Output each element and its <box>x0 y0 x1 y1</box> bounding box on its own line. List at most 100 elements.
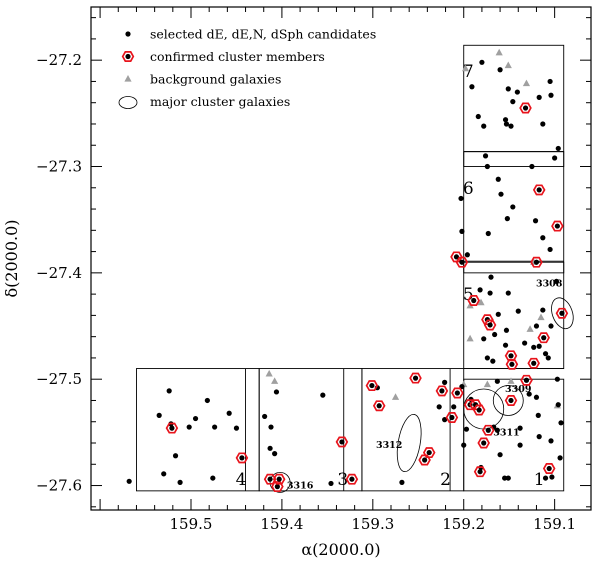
confirmed-member-point <box>477 469 483 475</box>
candidate-point <box>522 340 528 346</box>
background-galaxy-point <box>391 393 400 400</box>
field-box <box>463 44 565 167</box>
candidate-point <box>166 388 172 394</box>
confirmed-member-hexagon <box>473 466 487 478</box>
confirmed-member-point <box>239 455 245 461</box>
confirmed-member-point <box>459 259 465 265</box>
candidate-point <box>233 425 240 431</box>
candidate-point <box>542 475 549 481</box>
legend-entry-label: selected dE, dE,N, dSph candidates <box>150 27 376 42</box>
candidate-point <box>517 442 523 448</box>
confirmed-member-point <box>349 476 355 482</box>
confirmed-member-hexagon <box>551 220 564 232</box>
confirmed-member-hexagon <box>372 400 386 412</box>
x-axis-label: α(2000.0) <box>301 540 380 559</box>
confirmed-member-point <box>267 476 273 482</box>
candidate-point <box>547 246 553 253</box>
confirmed-member-hexagon <box>467 295 480 306</box>
candidate-point <box>484 163 490 170</box>
confirmed-member-hexagon <box>532 184 546 196</box>
confirmed-member-hexagon <box>409 372 422 384</box>
candidate-point <box>536 343 542 349</box>
candidate-point <box>497 67 503 73</box>
confirmed-member-hexagon <box>422 447 436 459</box>
candidate-point <box>461 442 467 448</box>
x-tick-label: 159.1 <box>533 515 576 533</box>
candidate-point <box>479 59 485 65</box>
candidate-point <box>161 471 167 477</box>
field-number-label: 3 <box>337 470 348 490</box>
confirmed-member-hexagon <box>472 404 486 416</box>
confirmed-member-point <box>376 403 382 409</box>
confirmed-member-hexagon <box>235 452 249 464</box>
candidate-point <box>553 278 560 284</box>
major-galaxy-label: 3309 <box>505 384 532 395</box>
candidate-point <box>502 475 508 481</box>
candidate-point <box>210 475 216 481</box>
legend-entry-label: major cluster galaxies <box>150 94 290 109</box>
confirmed-member-point <box>426 449 432 456</box>
background-galaxy-point <box>495 48 503 56</box>
candidate-point <box>262 413 268 420</box>
confirmed-member-hexagon <box>165 422 179 434</box>
candidate-point <box>469 84 475 90</box>
field-number-label: 2 <box>440 470 451 490</box>
candidate-point <box>481 336 487 342</box>
confirmed-member-point <box>339 439 345 445</box>
candidate-point <box>226 410 232 416</box>
y-axis-label: δ(2000.0) <box>2 219 21 297</box>
candidate-point <box>485 230 491 237</box>
confirmed-member-point <box>412 375 419 381</box>
candidate-point <box>503 327 510 333</box>
candidate-point <box>268 424 274 430</box>
legend-marker-hexagon <box>121 51 135 62</box>
confirmed-member-point <box>508 397 514 404</box>
field-number-label: 7 <box>463 62 474 82</box>
confirmed-member-hexagon <box>505 358 519 370</box>
confirmed-member-point <box>508 353 514 359</box>
confirmed-member-hexagon <box>365 380 379 392</box>
candidate-point <box>548 323 554 329</box>
major-galaxy-ellipse <box>396 413 422 473</box>
confirmed-member-hexagon <box>483 319 497 331</box>
background-galaxy-point <box>504 61 512 69</box>
candidate-point <box>558 420 564 426</box>
field-number-label: 6 <box>463 179 474 199</box>
candidate-point <box>549 474 555 480</box>
candidate-point <box>272 451 278 457</box>
legend-marker-ellipse <box>118 96 138 109</box>
candidate-point <box>498 191 504 197</box>
candidate-point <box>540 121 546 127</box>
candidate-point <box>494 427 500 433</box>
candidate-point <box>172 453 179 459</box>
candidate-point <box>487 290 493 296</box>
candidate-point <box>514 89 520 95</box>
legend-marker-dot <box>125 31 131 37</box>
candidate-point <box>482 153 489 159</box>
candidate-point <box>504 216 510 222</box>
major-galaxy-label: 3312 <box>376 440 402 451</box>
candidate-point <box>502 342 509 348</box>
major-galaxy-ellipse <box>269 471 291 493</box>
candidate-point <box>484 355 490 361</box>
field-number-label: 5 <box>463 285 474 305</box>
confirmed-member-point <box>509 361 515 367</box>
confirmed-member-hexagon <box>435 385 449 397</box>
x-tick-label: 159.5 <box>170 515 213 533</box>
confirmed-member-point <box>546 465 552 472</box>
candidate-point <box>547 78 553 85</box>
confirmed-member-point <box>449 414 455 421</box>
x-tick-label: 159.3 <box>351 515 394 533</box>
candidate-point <box>126 478 132 484</box>
confirmed-member-hexagon <box>477 437 490 449</box>
background-galaxy-point <box>477 298 485 306</box>
confirmed-member-point <box>522 105 529 111</box>
candidate-point <box>436 404 442 410</box>
candidate-point <box>548 92 554 98</box>
y-tick-label: −27.5 <box>36 370 82 388</box>
confirmed-member-point <box>274 484 280 490</box>
confirmed-member-point <box>523 377 530 383</box>
candidate-point <box>156 412 162 418</box>
candidate-point <box>555 402 561 408</box>
